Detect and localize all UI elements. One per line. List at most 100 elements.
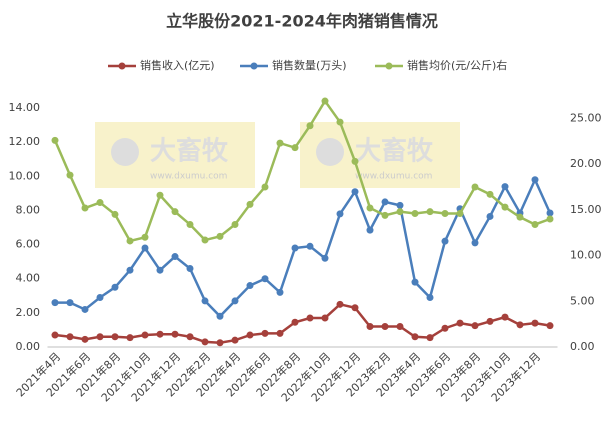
- legend-marker: [385, 62, 393, 70]
- point: [411, 278, 419, 286]
- point: [546, 215, 554, 223]
- point: [321, 314, 329, 322]
- point: [396, 208, 404, 216]
- point: [81, 305, 89, 313]
- point: [381, 211, 389, 219]
- watermark-brand: 大畜牧: [355, 136, 434, 167]
- point: [501, 313, 509, 321]
- point: [291, 318, 299, 326]
- point: [276, 288, 284, 296]
- point: [321, 254, 329, 262]
- point: [366, 226, 374, 234]
- point: [66, 299, 74, 307]
- point: [141, 244, 149, 252]
- y-tick-label: 10.00: [9, 169, 41, 182]
- point: [321, 97, 329, 105]
- point: [306, 314, 314, 322]
- series-line: [54, 302, 551, 344]
- point: [111, 283, 119, 291]
- watermark-brand: 大畜牧: [150, 136, 229, 167]
- point: [516, 213, 524, 221]
- point: [426, 208, 434, 216]
- point: [381, 323, 389, 331]
- legend-marker: [250, 62, 258, 70]
- point: [126, 266, 134, 274]
- point: [441, 237, 449, 245]
- legend-label: 销售均价(元/公斤)右: [407, 58, 507, 72]
- point: [96, 294, 104, 302]
- point: [501, 183, 509, 191]
- y-tick-label: 8.00: [16, 203, 41, 216]
- point: [261, 183, 269, 191]
- point: [366, 204, 374, 212]
- watermark-logo: [111, 138, 139, 166]
- point: [471, 239, 479, 247]
- point: [246, 331, 254, 339]
- point: [246, 200, 254, 208]
- point: [186, 333, 194, 341]
- point: [546, 209, 554, 217]
- point: [111, 333, 119, 341]
- point: [486, 317, 494, 325]
- point: [471, 322, 479, 330]
- point: [51, 299, 59, 307]
- chart-title: 立华股份2021-2024年肉猪销售情况: [166, 12, 438, 31]
- point: [201, 297, 209, 305]
- point: [426, 294, 434, 302]
- watermark-url: www.dxumu.com: [150, 172, 227, 182]
- point: [291, 244, 299, 252]
- legend-label: 销售收入(亿元): [140, 58, 215, 72]
- point: [201, 236, 209, 244]
- point: [171, 330, 179, 338]
- point: [351, 188, 359, 196]
- point: [141, 233, 149, 241]
- point: [516, 321, 524, 329]
- watermark-logo: [316, 138, 344, 166]
- point: [51, 331, 59, 339]
- point: [501, 203, 509, 211]
- point: [126, 334, 134, 342]
- point: [426, 334, 434, 342]
- point: [186, 220, 194, 228]
- point: [96, 333, 104, 341]
- point: [411, 210, 419, 218]
- point: [216, 339, 224, 347]
- point: [231, 336, 239, 344]
- point: [171, 253, 179, 261]
- y2-tick-label: 0.00: [570, 340, 595, 353]
- point: [81, 204, 89, 212]
- point: [291, 144, 299, 152]
- y-tick-label: 0.00: [16, 340, 41, 353]
- point: [456, 210, 464, 218]
- point: [261, 329, 269, 337]
- point: [246, 282, 254, 290]
- y-tick-label: 14.00: [9, 101, 41, 114]
- y2-tick-label: 5.00: [570, 294, 595, 307]
- point: [126, 237, 134, 245]
- legend-marker: [118, 62, 126, 70]
- point: [216, 232, 224, 240]
- point: [306, 122, 314, 130]
- point: [141, 331, 149, 339]
- series-line: [53, 98, 551, 243]
- y-tick-label: 2.00: [16, 306, 41, 319]
- point: [531, 176, 539, 184]
- point: [531, 220, 539, 228]
- point: [81, 335, 89, 343]
- point: [156, 266, 164, 274]
- point: [201, 338, 209, 346]
- y2-tick-label: 20.00: [570, 157, 602, 170]
- point: [111, 210, 119, 218]
- point: [486, 190, 494, 198]
- point: [306, 242, 314, 250]
- point: [156, 330, 164, 338]
- point: [336, 300, 344, 308]
- point: [471, 183, 479, 191]
- watermark-url: www.dxumu.com: [355, 172, 432, 182]
- point: [411, 333, 419, 341]
- y2-tick-label: 10.00: [570, 249, 602, 262]
- point: [231, 297, 239, 305]
- point: [381, 198, 389, 206]
- point: [216, 312, 224, 320]
